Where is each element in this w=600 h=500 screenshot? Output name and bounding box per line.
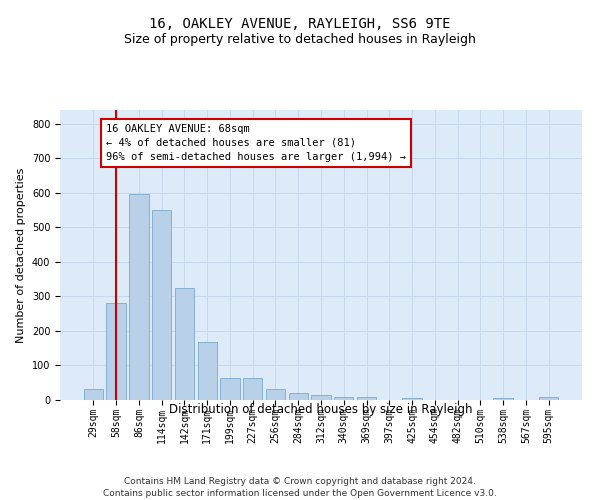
- Bar: [197, 342, 217, 400]
- Text: Distribution of detached houses by size in Rayleigh: Distribution of detached houses by size …: [169, 402, 473, 415]
- Bar: [289, 393, 308, 400]
- Text: Contains HM Land Registry data © Crown copyright and database right 2024.
Contai: Contains HM Land Registry data © Crown c…: [103, 476, 497, 498]
- Bar: [243, 378, 262, 400]
- Text: 16, OAKLEY AVENUE, RAYLEIGH, SS6 9TE: 16, OAKLEY AVENUE, RAYLEIGH, SS6 9TE: [149, 18, 451, 32]
- Bar: [311, 395, 331, 400]
- Bar: [493, 398, 513, 400]
- Bar: [266, 389, 285, 400]
- Bar: [403, 398, 422, 400]
- Bar: [152, 210, 172, 400]
- Bar: [334, 396, 353, 400]
- Text: Size of property relative to detached houses in Rayleigh: Size of property relative to detached ho…: [124, 32, 476, 46]
- Bar: [220, 378, 239, 400]
- Bar: [357, 397, 376, 400]
- Bar: [175, 288, 194, 400]
- Text: 16 OAKLEY AVENUE: 68sqm
← 4% of detached houses are smaller (81)
96% of semi-det: 16 OAKLEY AVENUE: 68sqm ← 4% of detached…: [106, 124, 406, 162]
- Bar: [539, 397, 558, 400]
- Bar: [129, 194, 149, 400]
- Bar: [106, 303, 126, 400]
- Y-axis label: Number of detached properties: Number of detached properties: [16, 168, 26, 342]
- Bar: [84, 388, 103, 400]
